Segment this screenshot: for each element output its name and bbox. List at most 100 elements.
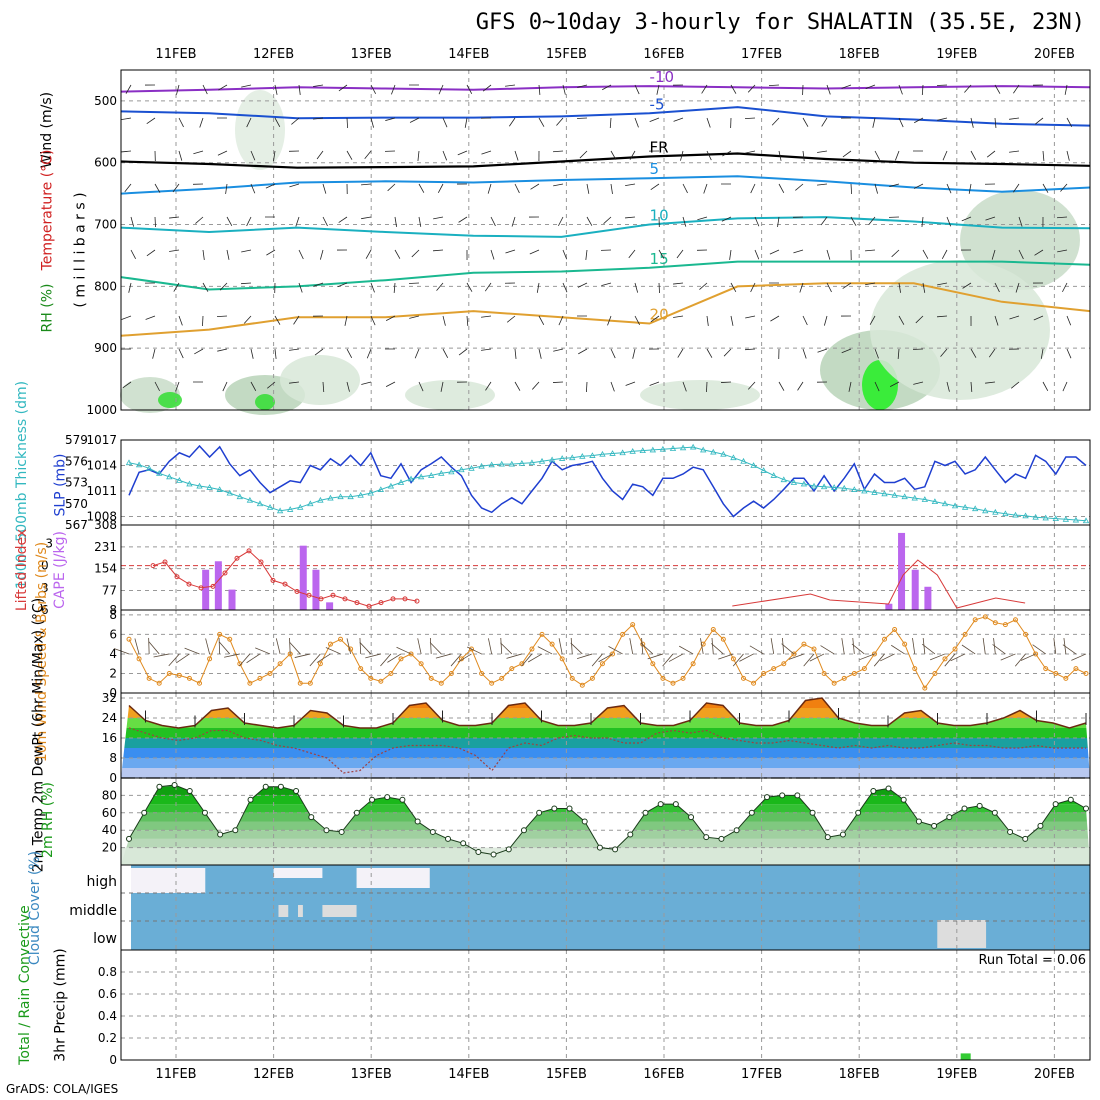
lifted-index-marker [378,600,384,606]
wind-barb [414,348,420,359]
cape-bar [228,589,236,610]
wind-speed-marker [1073,666,1079,672]
wind-barb [530,183,540,190]
rh-marker [748,809,755,816]
wind-speed-marker [599,661,605,667]
thickness-marker [679,444,687,451]
rh-marker [323,827,330,834]
wind-speed-marker [992,620,998,626]
precip-tick: 0.2 [98,1031,117,1045]
wind-speed-marker [922,685,928,691]
wind-barb [898,117,904,128]
wind-barb [769,249,780,255]
wind-speed-marker [932,670,938,676]
axis-label-slp: SLP (mb) [52,453,69,517]
wind-barb [313,282,324,287]
wind-barb [154,216,156,228]
wind-barb [937,117,948,121]
wind-speed-marker [499,675,505,681]
rh-marker [429,828,436,835]
wind-barb-10m [841,638,845,655]
wind-speed-marker [146,675,152,681]
wind-barb [218,84,228,91]
wind-barb [747,381,756,390]
wind-barb [941,249,948,260]
wind-barb [778,150,782,161]
wind-barb [625,381,636,386]
wind-barb-10m [558,638,563,655]
rh-marker [642,809,649,816]
temp-tick: 8 [109,751,117,765]
wind-barb [842,150,852,158]
wind-barb [485,381,492,391]
wind-speed-marker [569,675,575,681]
wind-barb [146,249,156,257]
thickness-marker [609,450,616,456]
wind-barb [603,216,612,225]
wind-barb [437,183,444,194]
wind-barb-10m [668,653,684,662]
thickness-marker [921,496,929,502]
wind-barb [610,183,613,194]
wind-speed-marker [247,680,253,686]
wind-barb-10m [944,653,956,667]
thickness-marker [538,457,546,464]
wind-barb-10m [598,653,613,663]
wind-speed-marker [549,641,555,647]
cape-bar [898,532,906,610]
thickness-marker [428,472,435,478]
wind-barb [322,381,325,393]
wind-speed-marker [1063,675,1069,681]
wind-barb-10m [537,646,553,655]
date-label: 14FEB [448,1067,490,1082]
wind-barb [361,216,372,220]
wind-barb [970,150,977,160]
temperature-contour [120,282,1091,337]
rh-marker [764,794,770,801]
wind-barb [457,150,468,156]
thickness-marker [508,460,515,467]
wind-barb-10m [205,638,210,655]
wind-barb-10m [359,637,362,654]
thickness-marker [498,460,505,467]
wind-speed-marker [740,675,746,681]
wind-barb [314,348,324,356]
wind-speed-marker [962,631,968,637]
wind-barb [970,348,977,358]
wind-barb [817,348,828,353]
temp-tick: 16 [102,731,117,745]
wind-barb [610,150,617,160]
wind-barb [968,183,972,194]
date-label: 15FEB [545,1067,587,1082]
wind-barb [730,315,734,326]
thickness-marker [589,452,596,458]
rh-shading [158,392,182,408]
wind-speed-marker [952,646,958,652]
wind-speed-marker [610,651,616,657]
thickness-marker [1032,513,1039,520]
wind-barb-10m [175,653,190,664]
wind-barb [915,315,924,324]
thickness-marker [599,450,606,457]
cloud-middle-clear [278,905,289,917]
rh-band [121,795,1090,805]
wind-barb [514,150,519,161]
axis-label-millibars: ( m i l l i b a r s ) [72,192,89,308]
temp-tick: 24 [102,711,117,725]
wind-barb [634,84,640,95]
wind-barb [289,381,300,384]
wind-barb-10m [608,646,623,655]
wind-barb [914,117,924,124]
wind-speed-marker [186,675,192,681]
thickness-marker [528,459,536,466]
wind-speed-marker [156,680,162,686]
wind-barb [391,84,396,95]
wind-barb [250,183,256,194]
wind-barb-10m [218,637,221,654]
wind-barb [562,84,566,95]
wind-barb [175,381,180,392]
wind-barb [745,315,756,319]
wind-barb [942,150,948,161]
wind-barb [393,282,396,293]
rh-marker [308,814,315,821]
